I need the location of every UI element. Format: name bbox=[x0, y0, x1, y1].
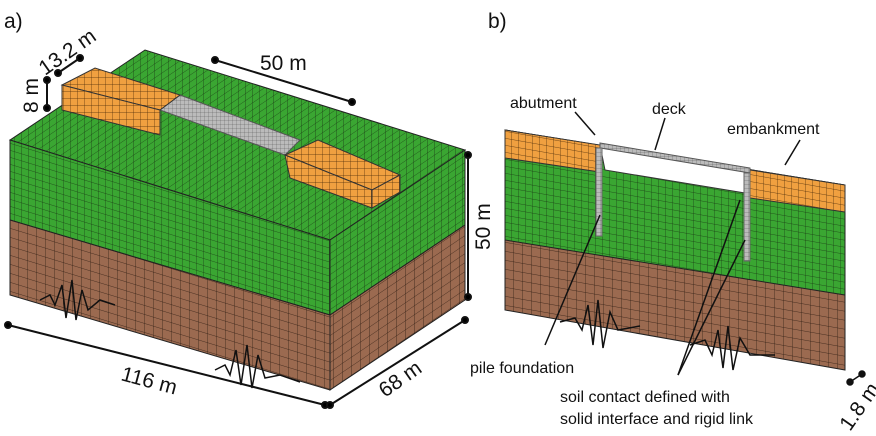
panel-label: a) bbox=[4, 10, 23, 33]
dimension-label: 1.8 m bbox=[835, 379, 876, 435]
annotation: solid interface and rigid link bbox=[560, 411, 754, 428]
panel-label: b) bbox=[488, 10, 507, 33]
dimension-label: 8 m bbox=[20, 78, 43, 113]
annotation: embankment bbox=[727, 121, 820, 138]
annotation: pile foundation bbox=[470, 360, 574, 377]
dimension-label: 50 m bbox=[472, 203, 495, 250]
panel-a: a) 13.2 m 8 m 50 m 50 m 116 m 68 m bbox=[4, 10, 495, 408]
annotation: deck bbox=[652, 101, 687, 118]
dimension-label: 50 m bbox=[260, 52, 307, 75]
dimension-label: 116 m bbox=[119, 363, 180, 400]
annotation: soil contact defined with bbox=[560, 389, 730, 406]
pile bbox=[744, 173, 750, 261]
dimension-label: 68 m bbox=[375, 356, 426, 402]
panel-b: b) abutment deck embankment pile foundat… bbox=[470, 10, 876, 435]
figure: a) 13.2 m 8 m 50 m 50 m 116 m 68 m b) ab… bbox=[0, 0, 876, 436]
annotation: abutment bbox=[510, 95, 577, 112]
